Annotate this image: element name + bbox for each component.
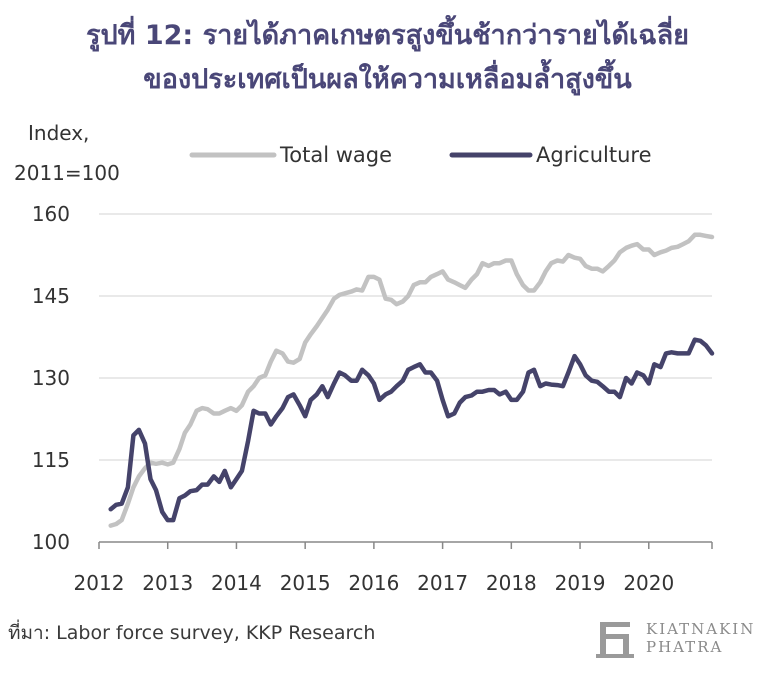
line-chart: Index, 2011=100 Total wage Agriculture 10…: [14, 121, 715, 595]
series-line-agriculture: [108, 337, 715, 523]
y-axis-label-line-2: 2011=100: [14, 161, 120, 185]
y-tick-label-115: 115: [32, 448, 70, 472]
x-tick-label-2015: 2015: [280, 571, 331, 595]
y-tick-label-160: 160: [32, 202, 70, 226]
x-tick-label-2019: 2019: [555, 571, 606, 595]
gridlines: [99, 213, 712, 461]
series-line-total-wage: [108, 232, 715, 528]
x-tick-label-2012: 2012: [74, 571, 125, 595]
x-tick-label-2016: 2016: [348, 571, 399, 595]
x-tick-label-2020: 2020: [623, 571, 674, 595]
legend: Total wage Agriculture: [189, 143, 652, 167]
x-tick-label-2018: 2018: [486, 571, 537, 595]
y-tick-label-100: 100: [32, 530, 70, 554]
logo-text-line-2: PHATRA: [646, 638, 724, 656]
y-tick-label-145: 145: [32, 284, 70, 308]
y-tick-label-130: 130: [32, 366, 70, 390]
logo-text-line-1: KIATNAKIN: [646, 620, 756, 638]
x-tick-label-2017: 2017: [417, 571, 468, 595]
chart-title-line-2: ของประเทศเป็นผลให้ความเหลื่อมล้ำสูงขึ้น: [143, 64, 632, 95]
y-axis-label-line-1: Index,: [28, 121, 89, 145]
legend-label-agriculture: Agriculture: [536, 143, 652, 167]
series-lines: [108, 232, 715, 528]
x-tick-label-2014: 2014: [211, 571, 262, 595]
x-axis: 2012 2013 2014 2015 2016 2017 2018 2019 2020: [74, 541, 713, 595]
chart-title-line-1: รูปที่ 12: รายได้ภาคเกษตรสูงขึ้นช้ากว่าร…: [86, 20, 689, 51]
chart-title: รูปที่ 12: รายได้ภาคเกษตรสูงขึ้นช้ากว่าร…: [0, 14, 775, 102]
y-axis: 100 115 130 145 160: [32, 202, 70, 554]
company-logo: KIATNAKIN PHATRA: [596, 614, 766, 662]
legend-label-total-wage: Total wage: [279, 143, 392, 167]
x-tick-label-2013: 2013: [142, 571, 193, 595]
logo-mark-icon: [596, 622, 634, 658]
source-note: ที่มา: Labor force survey, KKP Research: [8, 622, 376, 644]
